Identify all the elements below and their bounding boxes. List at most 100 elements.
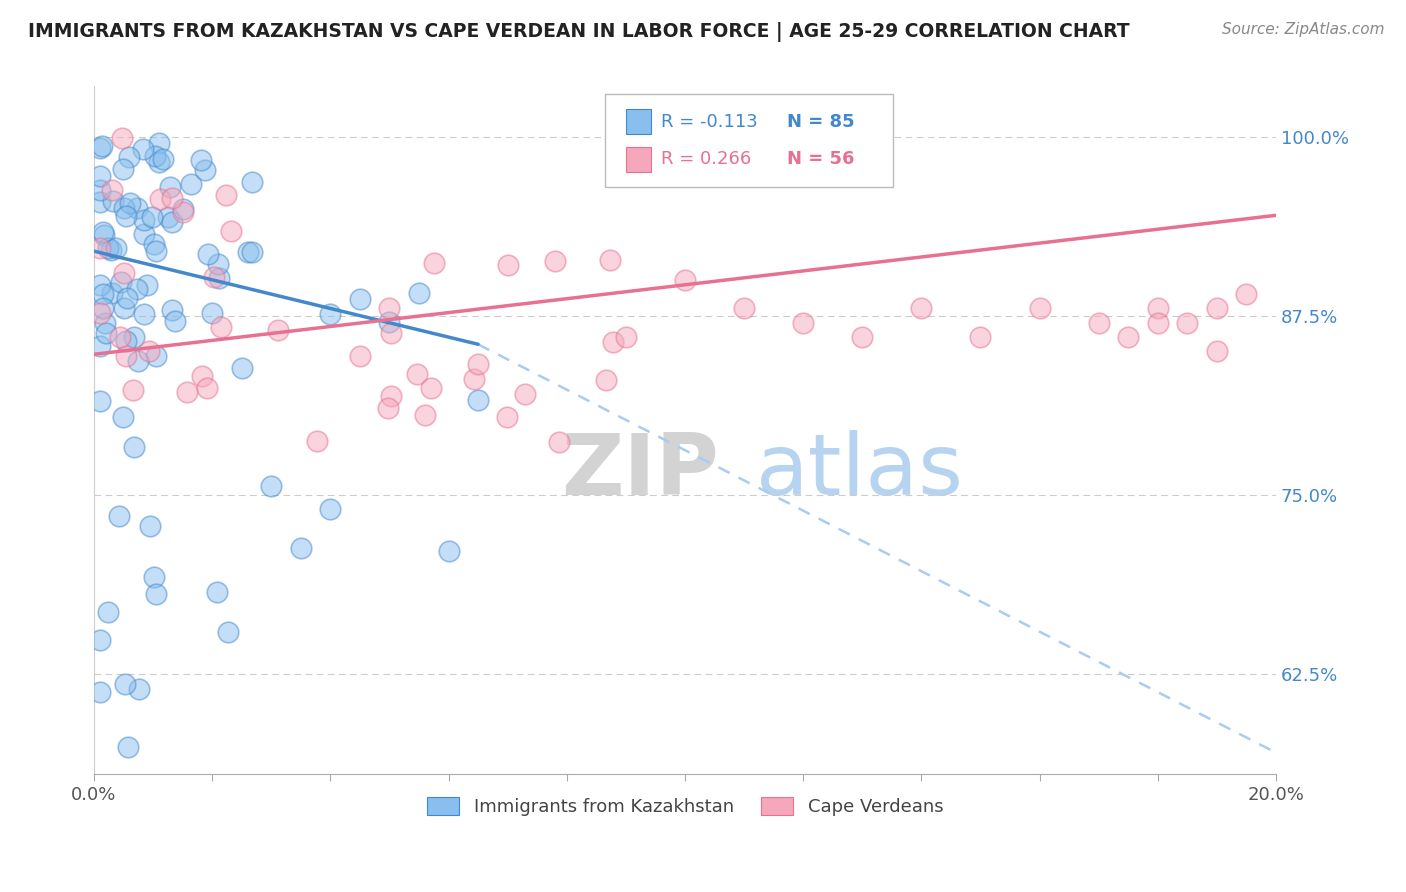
Point (1028, 301, 1050, 316)
Point (125, 282, 148, 296)
Point (467, 393, 489, 408)
Point (267, 323, 290, 337)
Point (240, 176, 263, 190)
Point (128, 681, 150, 696)
Point (851, 330, 873, 344)
Point (142, 570, 165, 584)
Point (215, 187, 238, 202)
Point (143, 149, 166, 163)
Point (240, 245, 263, 260)
Point (207, 585, 229, 599)
Point (132, 213, 155, 227)
Point (94, 326, 117, 340)
Point (1205, 301, 1227, 316)
Point (89, 141, 111, 155)
Point (378, 314, 401, 328)
Point (118, 195, 141, 210)
Point (319, 307, 342, 321)
Point (415, 408, 437, 422)
Point (145, 244, 167, 259)
Point (408, 285, 430, 300)
Point (112, 409, 135, 424)
Point (437, 544, 460, 558)
Text: N = 85: N = 85 (787, 113, 855, 131)
Point (463, 371, 485, 385)
Point (134, 307, 156, 321)
Point (405, 367, 427, 381)
Point (673, 273, 696, 287)
Point (94, 316, 117, 330)
Point (217, 624, 239, 639)
Point (180, 177, 202, 191)
Point (89, 633, 111, 648)
Point (138, 344, 160, 359)
Point (117, 739, 139, 754)
Point (599, 253, 621, 268)
Point (419, 381, 441, 395)
Point (101, 183, 124, 197)
Point (162, 215, 184, 229)
Point (162, 302, 184, 317)
Point (110, 130, 132, 145)
Point (89, 394, 111, 409)
Point (101, 194, 124, 208)
Point (194, 163, 217, 178)
Point (108, 330, 131, 344)
Text: atlas: atlas (756, 430, 965, 513)
Point (208, 270, 231, 285)
Legend: Immigrants from Kazakhstan, Cape Verdeans: Immigrants from Kazakhstan, Cape Verdean… (419, 789, 950, 823)
Point (136, 277, 159, 292)
Point (231, 360, 253, 375)
Point (91, 301, 114, 315)
Point (349, 293, 371, 307)
Point (1205, 344, 1227, 359)
Point (97, 605, 120, 619)
Point (614, 330, 637, 344)
Point (201, 306, 224, 320)
Point (1146, 301, 1168, 316)
Point (378, 301, 401, 316)
Point (132, 227, 155, 242)
Point (163, 314, 186, 328)
Point (1234, 287, 1257, 301)
Point (141, 211, 163, 225)
Point (172, 202, 194, 217)
Point (118, 150, 141, 164)
Point (139, 519, 162, 533)
Point (145, 349, 167, 363)
Point (467, 357, 489, 371)
Text: R = -0.113: R = -0.113 (661, 113, 758, 131)
Point (115, 334, 138, 348)
Point (111, 162, 134, 177)
Text: R = 0.266: R = 0.266 (661, 150, 751, 168)
Point (380, 389, 402, 403)
Point (114, 677, 136, 691)
Point (792, 316, 814, 330)
Point (100, 244, 122, 258)
Point (127, 354, 149, 368)
Point (1116, 330, 1139, 344)
Point (195, 381, 218, 395)
Point (209, 319, 232, 334)
Point (112, 201, 135, 215)
Point (159, 179, 181, 194)
Point (90, 138, 112, 153)
Point (197, 246, 219, 260)
Text: N = 56: N = 56 (787, 150, 855, 168)
Point (131, 142, 153, 156)
Point (544, 254, 567, 268)
Point (89, 241, 111, 255)
Point (602, 335, 624, 350)
Point (349, 349, 371, 363)
Point (1146, 316, 1168, 330)
Point (89, 306, 111, 320)
Point (148, 136, 170, 150)
Point (125, 201, 148, 215)
Text: IMMIGRANTS FROM KAZAKHSTAN VS CAPE VERDEAN IN LABOR FORCE | AGE 25-29 CORRELATIO: IMMIGRANTS FROM KAZAKHSTAN VS CAPE VERDE… (28, 22, 1130, 42)
Point (114, 349, 136, 363)
Point (595, 373, 617, 387)
Point (89, 339, 111, 353)
Point (377, 401, 399, 416)
Point (547, 434, 569, 449)
Point (149, 192, 172, 206)
